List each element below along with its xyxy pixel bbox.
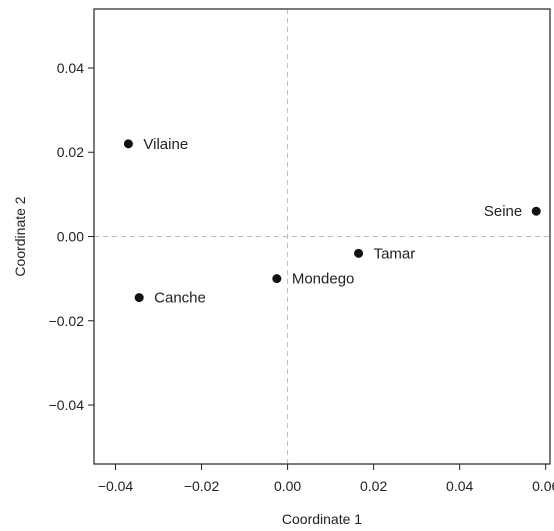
y-tick-label: −0.04 bbox=[49, 397, 85, 413]
x-tick-label: 0.02 bbox=[360, 478, 387, 494]
point-label-mondego: Mondego bbox=[292, 271, 355, 288]
y-tick-label: −0.02 bbox=[49, 313, 85, 329]
data-point-vilaine bbox=[123, 139, 133, 149]
y-tick-label: 0.04 bbox=[57, 60, 84, 76]
x-axis-title: Coordinate 1 bbox=[282, 511, 362, 527]
data-point-mondego bbox=[272, 274, 282, 284]
point-label-seine: Seine bbox=[484, 203, 522, 220]
x-tick-label: −0.02 bbox=[184, 478, 220, 494]
point-label-vilaine: Vilaine bbox=[143, 136, 188, 153]
y-tick-label: 0.00 bbox=[57, 229, 84, 245]
x-axis-ticks: −0.04 −0.02 0.00 0.02 0.04 0.06 bbox=[98, 464, 554, 494]
x-tick-label: −0.04 bbox=[98, 478, 134, 494]
x-tick-label: 0.04 bbox=[446, 478, 473, 494]
y-axis-ticks: 0.04 0.02 0.00 −0.02 −0.04 bbox=[49, 60, 94, 413]
data-points: Vilaine Seine Tamar Mondego Canche bbox=[123, 136, 541, 307]
data-point-tamar bbox=[354, 248, 364, 258]
data-point-canche bbox=[134, 293, 144, 303]
y-axis-title: Coordinate 2 bbox=[12, 196, 28, 276]
x-tick-label: 0.06 bbox=[532, 478, 554, 494]
point-label-canche: Canche bbox=[154, 290, 206, 307]
data-point-seine bbox=[531, 206, 541, 216]
y-tick-label: 0.02 bbox=[57, 144, 84, 160]
x-tick-label: 0.00 bbox=[274, 478, 301, 494]
point-label-tamar: Tamar bbox=[374, 245, 416, 262]
